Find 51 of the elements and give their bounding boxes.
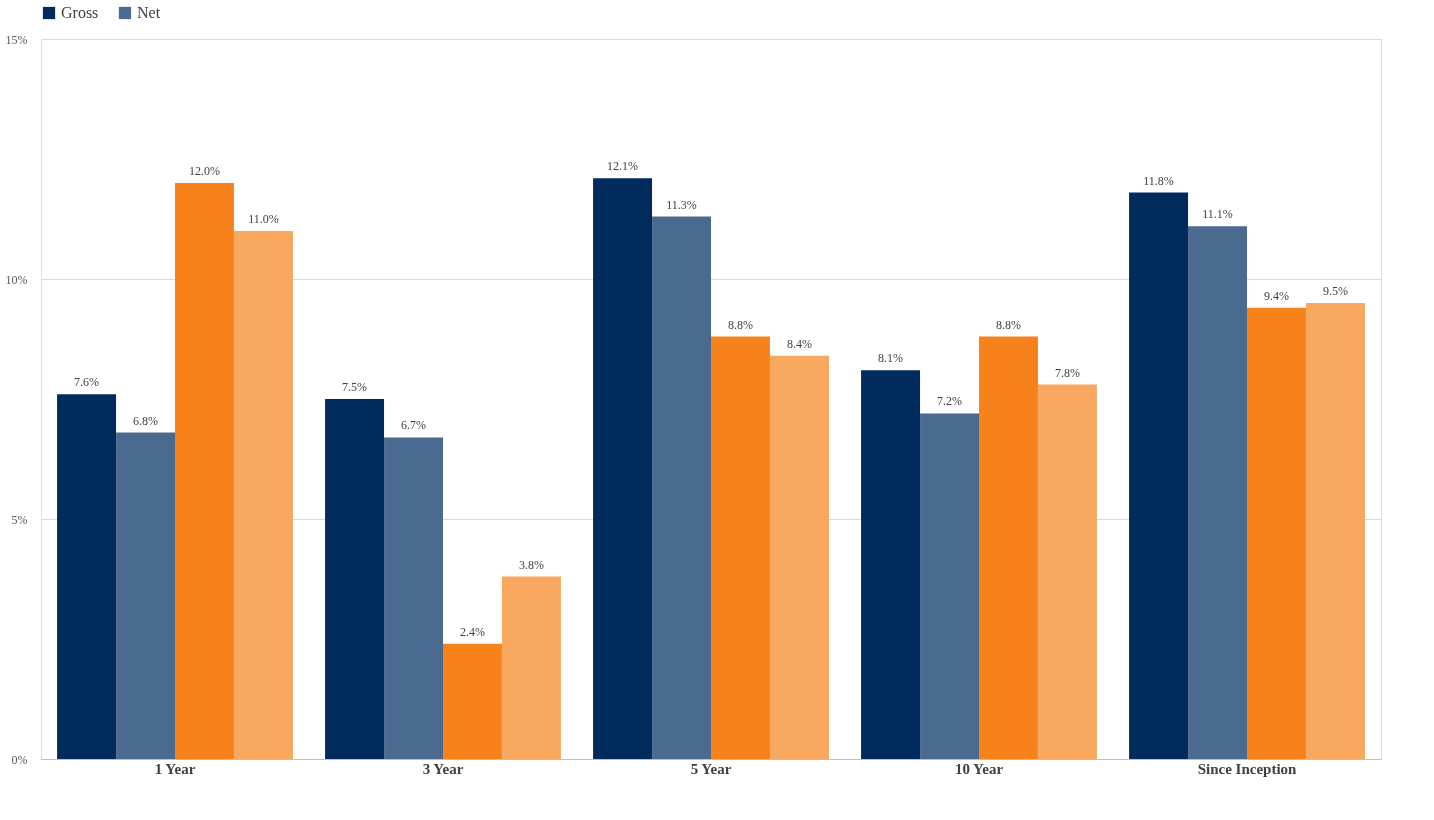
data-label: 3.8% <box>518 557 544 572</box>
data-label: 12.1% <box>607 159 639 174</box>
data-label: 11.3% <box>666 197 697 212</box>
legend-label: Gross <box>61 4 99 21</box>
data-label: 8.8% <box>727 317 753 332</box>
bar <box>711 336 770 759</box>
bar <box>920 413 979 759</box>
bar <box>175 183 234 759</box>
bar <box>1129 192 1189 759</box>
data-label: 7.5% <box>342 380 368 394</box>
data-label: 11.8% <box>1143 173 1174 188</box>
x-tick-label: 3 Year <box>422 760 464 777</box>
bar <box>1305 303 1365 759</box>
data-label: 12.0% <box>188 164 220 178</box>
bar <box>57 394 117 759</box>
bar <box>443 643 502 759</box>
data-label: 6.8% <box>133 413 159 428</box>
data-label: 2.4% <box>459 624 485 639</box>
bar <box>233 231 293 759</box>
bar <box>384 437 443 759</box>
data-label: 9.4% <box>1263 288 1289 303</box>
x-tick-label: 1 Year <box>154 760 196 777</box>
bar <box>1188 226 1247 759</box>
bar <box>325 399 385 759</box>
x-tick-label: 5 Year <box>690 760 732 777</box>
data-label: 6.7% <box>401 418 427 433</box>
legend-label: Net <box>137 4 161 21</box>
data-label: 7.6% <box>74 375 100 390</box>
bar <box>979 336 1038 759</box>
bar <box>652 216 711 759</box>
bar <box>501 576 561 759</box>
bar <box>593 178 653 759</box>
bar <box>861 370 921 759</box>
data-label: 11.0% <box>248 212 279 226</box>
y-tick-label: 15% <box>5 32 28 47</box>
y-tick-label: 0% <box>11 752 28 767</box>
bar <box>1247 307 1306 759</box>
data-label: 8.1% <box>878 351 904 366</box>
data-label: 7.2% <box>937 394 963 409</box>
bar <box>769 355 829 759</box>
bar <box>1037 384 1097 759</box>
x-tick-label: Since Inception <box>1197 760 1298 777</box>
data-label: 7.8% <box>1054 365 1080 380</box>
data-label: 8.4% <box>786 336 812 351</box>
bar <box>116 432 175 759</box>
y-tick-label: 5% <box>11 512 28 527</box>
data-label: 9.5% <box>1322 284 1348 298</box>
x-tick-label: 10 Year <box>954 760 1004 777</box>
data-label: 8.8% <box>995 317 1021 332</box>
y-tick-label: 10% <box>5 272 28 287</box>
data-label: 11.1% <box>1202 207 1233 222</box>
